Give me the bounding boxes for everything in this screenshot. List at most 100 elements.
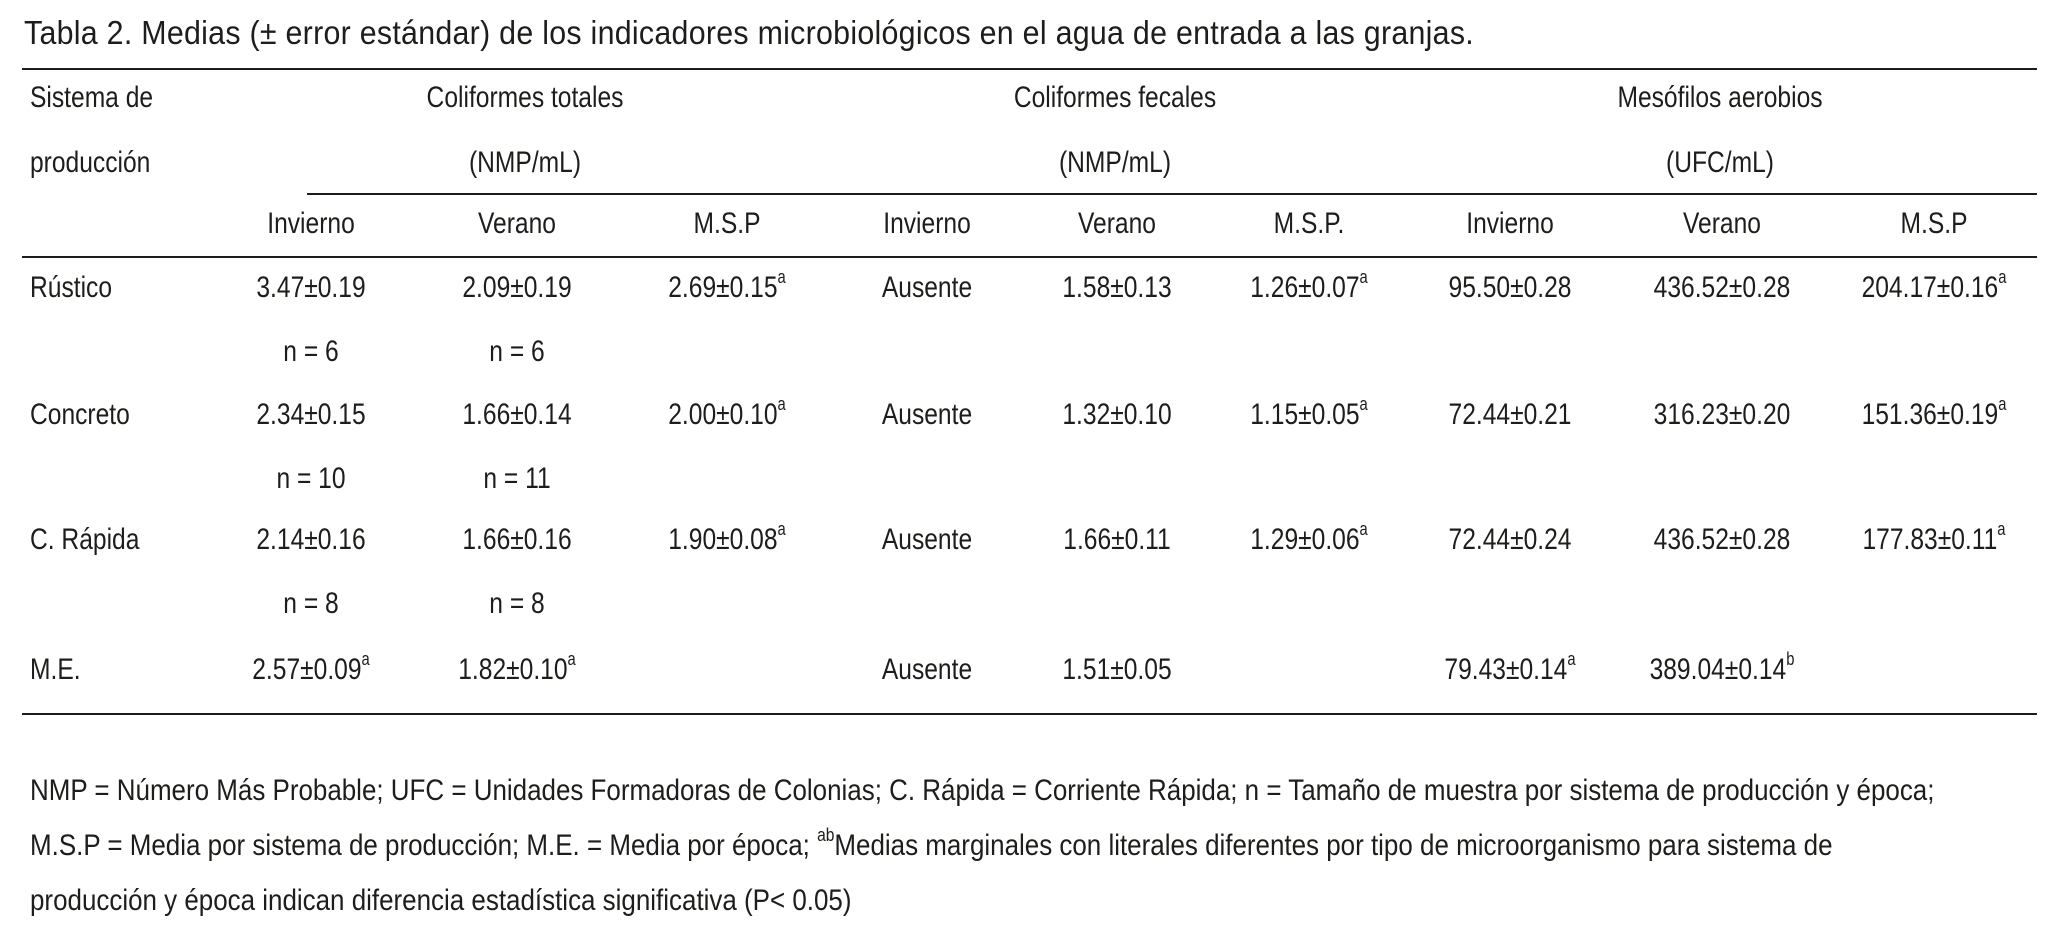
subheader-ma-verano: Verano	[1683, 207, 1761, 240]
table-cell: 1.58±0.13	[1035, 270, 1199, 306]
row-system-label: Concreto	[30, 398, 130, 431]
cell-superscript: a	[777, 267, 786, 287]
table-cell: 1.66±0.11	[1035, 522, 1199, 558]
cell-value: 2.00±0.10	[668, 398, 778, 431]
cell-value: Ausente	[881, 271, 973, 304]
table-cell: 72.44±0.21	[1428, 397, 1592, 433]
footnote-line-2-post: Medias marginales con literales diferent…	[834, 829, 1833, 862]
cell-value: 3.47±0.19	[256, 271, 366, 304]
table-cell: 204.17±0.16a	[1852, 267, 2016, 306]
table-cell: Ausente	[845, 652, 1009, 688]
table-cell: Ausente	[845, 522, 1009, 558]
subheader-cf-msp: M.S.P.	[1273, 207, 1345, 240]
subheader-ma-msp: M.S.P	[1900, 207, 1968, 240]
table-cell: 2.34±0.15	[229, 397, 393, 433]
cell-superscript: a	[1359, 519, 1368, 539]
table-cell: 2.09±0.19	[435, 270, 599, 306]
cell-superscript: b	[1786, 649, 1795, 669]
cell-value: 1.82±0.10	[458, 653, 568, 686]
cell-value: 95.50±0.28	[1448, 271, 1572, 304]
top-rule	[22, 68, 2037, 70]
sample-size: n = 6	[283, 335, 339, 368]
cell-value: 1.29±0.06	[1250, 523, 1360, 556]
cell-superscript: a	[777, 519, 786, 539]
cell-superscript: a	[1998, 394, 2007, 414]
header-system-line2: producción	[30, 146, 151, 179]
cell-value: 1.15±0.05	[1250, 398, 1360, 431]
cell-value: 389.04±0.14	[1649, 653, 1787, 686]
cell-superscript: a	[777, 394, 786, 414]
table-cell: 1.82±0.10a	[435, 650, 599, 688]
cell-value: 316.23±0.20	[1653, 398, 1791, 431]
table-cell: 1.29±0.06a	[1227, 519, 1391, 558]
cell-value: 2.57±0.09	[252, 653, 362, 686]
cell-value: 1.32±0.10	[1062, 398, 1172, 431]
group-title-mesofilos-aerobios: Mesófilos aerobios	[1617, 81, 1823, 114]
group-header-rule	[307, 193, 2037, 195]
footnote-line-2: M.S.P = Media por sistema de producción;…	[30, 825, 1833, 864]
cell-value: 2.69±0.15	[668, 271, 778, 304]
cell-superscript: a	[1567, 649, 1576, 669]
footnote-line-1: NMP = Número Más Probable; UFC = Unidade…	[30, 774, 1935, 807]
sample-size: n = 8	[283, 587, 339, 620]
table-cell: 1.51±0.05	[1035, 652, 1199, 688]
cell-superscript: a	[1998, 267, 2007, 287]
table-cell: 177.83±0.11a	[1852, 519, 2016, 558]
cell-superscript: a	[1997, 519, 2006, 539]
table-cell: 79.43±0.14a	[1428, 649, 1592, 688]
table-cell: 1.26±0.07a	[1227, 267, 1391, 306]
group-unit-mesofilos-aerobios: (UFC/mL)	[1666, 146, 1774, 179]
group-unit-coliformes-fecales: (NMP/mL)	[1058, 146, 1172, 179]
table-cell: 2.14±0.16	[229, 522, 393, 558]
cell-value: 2.34±0.15	[256, 398, 366, 431]
subheader-ma-invierno: Invierno	[1466, 207, 1554, 240]
cell-value: Ausente	[881, 653, 973, 686]
cell-value: 72.44±0.21	[1448, 398, 1572, 431]
cell-value: 204.17±0.16	[1861, 271, 1999, 304]
table-cell: 151.36±0.19a	[1852, 394, 2016, 433]
table-cell: 72.44±0.24	[1428, 522, 1592, 558]
footnote-line-2-pre: M.S.P = Media por sistema de producción;…	[30, 829, 818, 862]
table-cell: 436.52±0.28	[1640, 270, 1804, 306]
table-cell: 1.90±0.08a	[645, 519, 809, 558]
subheader-rule	[22, 256, 2037, 258]
table-cell: 436.52±0.28	[1640, 522, 1804, 558]
footnote-superscript: ab	[817, 825, 835, 845]
table-caption: Tabla 2. Medias (± error estándar) de lo…	[24, 14, 1475, 51]
sample-size: n = 8	[489, 587, 545, 620]
cell-value: 1.51±0.05	[1062, 653, 1172, 686]
cell-value: 1.90±0.08	[668, 523, 778, 556]
row-system-label: C. Rápida	[30, 523, 140, 556]
header-system-line1: Sistema de	[30, 81, 154, 114]
cell-superscript: a	[1359, 267, 1368, 287]
table-cell: 1.66±0.14	[435, 397, 599, 433]
group-title-coliformes-fecales: Coliformes fecales	[1013, 81, 1217, 114]
cell-value: 2.09±0.19	[462, 271, 572, 304]
table-cell: 389.04±0.14b	[1640, 649, 1804, 688]
table-cell: 1.32±0.10	[1035, 397, 1199, 433]
cell-value: 1.66±0.14	[462, 398, 572, 431]
cell-value: 79.43±0.14	[1444, 653, 1568, 686]
footnote-line-3: producción y época indican diferencia es…	[30, 884, 852, 917]
table-cell: 95.50±0.28	[1428, 270, 1592, 306]
cell-value: 1.66±0.11	[1063, 523, 1171, 556]
cell-superscript: a	[1359, 394, 1368, 414]
subheader-cf-invierno: Invierno	[883, 207, 971, 240]
subheader-ct-msp: M.S.P	[693, 207, 761, 240]
table-cell: 2.57±0.09a	[229, 649, 393, 688]
bottom-rule	[22, 713, 2037, 715]
row-system-label: M.E.	[30, 653, 81, 686]
subheader-ct-verano: Verano	[478, 207, 556, 240]
sample-size: n = 10	[276, 462, 346, 495]
table-cell: Ausente	[845, 397, 1009, 433]
table-cell: Ausente	[845, 270, 1009, 306]
table-cell: 2.00±0.10a	[645, 394, 809, 433]
cell-value: 1.66±0.16	[462, 523, 572, 556]
cell-value: 151.36±0.19	[1861, 398, 1999, 431]
sample-size: n = 6	[489, 335, 545, 368]
table-cell: 1.66±0.16	[435, 522, 599, 558]
cell-superscript: a	[361, 649, 370, 669]
cell-value: Ausente	[881, 398, 973, 431]
row-system-label: Rústico	[30, 271, 113, 304]
